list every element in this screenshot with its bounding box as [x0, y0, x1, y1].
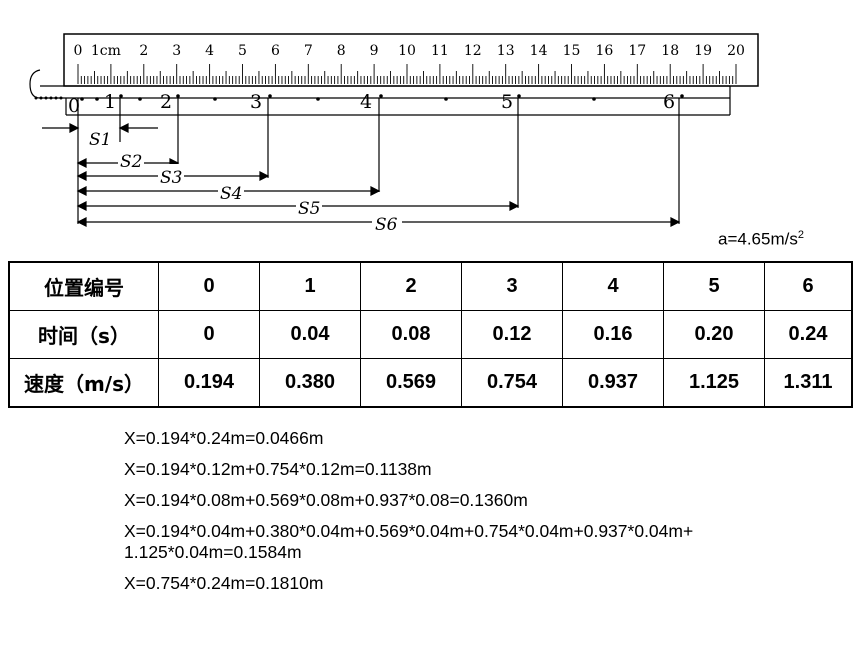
label-s4: S4: [220, 184, 242, 204]
ruler-tick-label: 5: [238, 43, 247, 59]
ruler-tick-label: 0: [74, 43, 83, 59]
ruler-tick-label: 4: [205, 43, 214, 59]
table-cell: 0: [158, 310, 260, 359]
tape-dots: [34, 94, 684, 101]
table-cell: 3: [461, 261, 563, 311]
table-cell: 0.16: [562, 310, 664, 359]
calc-line-4: X=0.194*0.04m+0.380*0.04m+0.569*0.04m+0.…: [124, 521, 694, 562]
table-row: 时间（s） 0 0.04 0.08 0.12 0.16 0.20 0.24: [8, 310, 853, 359]
measurement-table: 位置编号 0 1 2 3 4 5 6 时间（s） 0 0.04 0.08 0.1…: [8, 261, 853, 408]
table-cell: 0.04: [259, 310, 361, 359]
table-cell: 0.569: [360, 358, 462, 408]
ruler-tick-label: 2: [139, 43, 148, 59]
ruler-tick-label: 8: [337, 43, 346, 59]
tape-loop: [29, 69, 41, 99]
calc-line-1: X=0.194*0.24m=0.0466m: [124, 428, 324, 448]
ruler-minor-ticks: [77, 64, 737, 84]
calculation-lines: X=0.194*0.24m=0.0466m X=0.194*0.12m+0.75…: [124, 428, 844, 604]
position-label-4: 4: [360, 91, 372, 113]
ruler-tick-label: 3: [172, 43, 181, 59]
ruler-tick-label: 7: [304, 43, 313, 59]
ruler-tick-label: 12: [464, 43, 482, 59]
ruler-tick-label: 10: [398, 43, 416, 59]
label-s1: S1: [89, 130, 111, 150]
ruler-tick-label: 15: [563, 43, 581, 59]
label-s5: S5: [298, 199, 320, 219]
table-cell: 0.754: [461, 358, 563, 408]
ruler-tick-label: 1cm: [91, 43, 121, 59]
label-s6: S6: [375, 215, 398, 235]
table-cell: 6: [764, 261, 853, 311]
table-row: 速度（m/s） 0.194 0.380 0.569 0.754 0.937 1.…: [8, 358, 853, 408]
position-label-3: 3: [250, 91, 262, 113]
table-cell: 0.24: [764, 310, 853, 359]
table-cell: 1.311: [764, 358, 853, 408]
table-cell: 4: [562, 261, 664, 311]
position-label-2: 2: [160, 91, 172, 113]
row-header: 时间（s）: [8, 310, 159, 359]
position-label-5: 5: [501, 91, 513, 113]
calc-line-5: X=0.754*0.24m=0.1810m: [124, 573, 324, 593]
ruler-tick-label: 20: [727, 43, 745, 59]
ruler-tick-label: 9: [370, 43, 379, 59]
table-cell: 0.20: [663, 310, 765, 359]
row-header: 速度（m/s）: [8, 358, 159, 408]
label-s3: S3: [160, 168, 182, 188]
label-s2: S2: [120, 152, 142, 172]
acceleration-value: a=4.65m/s2: [718, 229, 804, 249]
ruler-tick-label: 18: [661, 43, 679, 59]
row-header: 位置编号: [8, 261, 159, 311]
ruler-tick-label: 13: [497, 43, 515, 59]
table-cell: 0.194: [158, 358, 260, 408]
table-cell: 5: [663, 261, 765, 311]
table-cell: 0.937: [562, 358, 664, 408]
table-cell: 0.380: [259, 358, 361, 408]
table-cell: 1.125: [663, 358, 765, 408]
table-cell: 0.08: [360, 310, 462, 359]
ruler-tick-label: 6: [271, 43, 280, 59]
table-row: 位置编号 0 1 2 3 4 5 6: [8, 261, 853, 311]
position-label-6: 6: [663, 91, 675, 113]
position-label-1: 1: [104, 91, 116, 113]
ruler-tick-label: 14: [530, 43, 548, 59]
table-cell: 0.12: [461, 310, 563, 359]
ruler-tick-label: 11: [431, 43, 449, 59]
calc-line-3: X=0.194*0.08m+0.569*0.08m+0.937*0.08=0.1…: [124, 490, 528, 510]
table-cell: 0: [158, 261, 260, 311]
table-cell: 1: [259, 261, 361, 311]
ruler-tick-label: 16: [595, 43, 613, 59]
calc-line-2: X=0.194*0.12m+0.754*0.12m=0.1138m: [124, 459, 432, 479]
ruler-tick-label: 19: [694, 43, 712, 59]
ruler-tape-figure: 0 1cm 2 3 4 5 6 7 8 9 10 11 12 13 14 15 16 17 18 19 20 0 1 2…: [29, 33, 759, 235]
position-label-0: 0: [68, 95, 80, 117]
table-cell: 2: [360, 261, 462, 311]
ruler-tick-labels: 0 1cm 2 3 4 5 6 7 8 9 10 11 12 13 14 15 16 17 18 19 20: [74, 43, 745, 59]
ruler-tick-label: 17: [628, 43, 646, 59]
